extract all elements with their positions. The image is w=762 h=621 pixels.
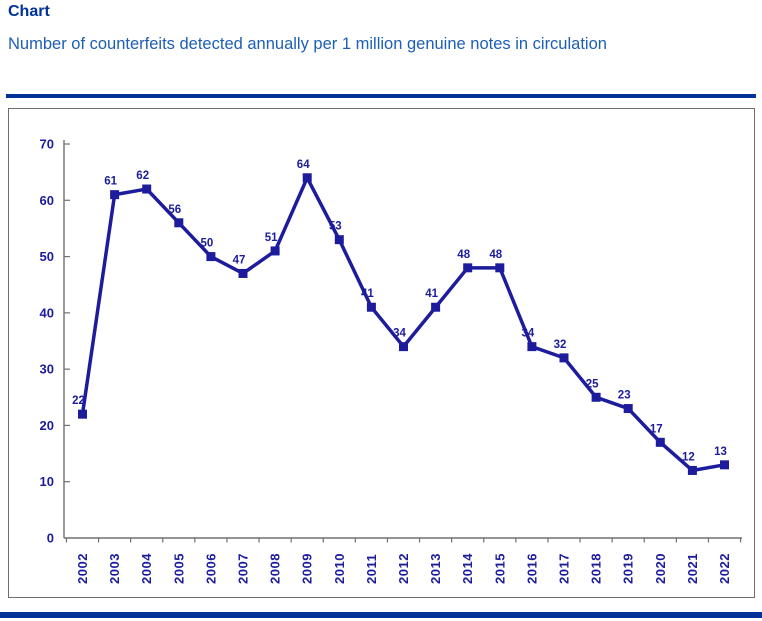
data-label-2007: 47	[233, 254, 246, 266]
data-point-2003	[110, 190, 120, 200]
y-tick-label: 30	[40, 362, 54, 377]
x-tick-label: 2005	[171, 553, 186, 584]
x-tick-label: 2013	[428, 553, 443, 584]
data-point-2012	[399, 342, 408, 352]
data-label-2010: 53	[329, 221, 342, 233]
page-title: Chart	[8, 3, 50, 20]
page-subtitle: Number of counterfeits detected annually…	[8, 35, 607, 53]
data-point-2007	[238, 268, 248, 278]
data-label-2008: 51	[265, 232, 278, 244]
x-tick-label: 2002	[75, 553, 90, 584]
data-point-2018	[591, 392, 601, 402]
data-label-2017: 32	[554, 339, 567, 351]
y-tick-label: 70	[40, 137, 54, 152]
data-label-2020: 17	[650, 423, 663, 435]
y-tick-label: 20	[40, 418, 54, 433]
data-label-2018: 25	[586, 378, 599, 390]
data-point-2021	[687, 465, 697, 475]
x-tick-label: 2021	[685, 553, 700, 584]
x-tick-label: 2010	[332, 553, 347, 584]
x-tick-label: 2003	[107, 553, 122, 584]
data-point-2022	[720, 460, 729, 470]
data-point-2011	[366, 302, 376, 312]
data-label-2004: 62	[136, 170, 149, 182]
x-tick-label: 2022	[717, 553, 732, 584]
data-point-2010	[334, 235, 344, 245]
data-point-2009	[302, 173, 312, 183]
data-label-2013: 41	[425, 288, 438, 300]
data-label-2016: 34	[522, 328, 535, 340]
chart-frame: 0 10 20 30 40 50 60 70 2002 2003 2004 2005 2006 2007 2…	[8, 108, 755, 598]
data-point-2002	[78, 409, 87, 419]
data-label-2019: 23	[618, 390, 631, 402]
data-label-2002: 22	[72, 395, 85, 407]
x-tick-label: 2012	[396, 553, 411, 584]
x-tick-label: 2014	[460, 553, 475, 584]
x-tick-label: 2006	[203, 553, 218, 584]
x-tick-label: 2004	[139, 553, 154, 584]
data-point-2016	[527, 342, 537, 352]
data-label-2022: 13	[714, 446, 727, 458]
x-tick-label: 2020	[653, 553, 668, 584]
data-label-2012: 34	[393, 328, 406, 340]
y-tick-label: 0	[47, 531, 54, 546]
y-tick-label: 40	[40, 305, 54, 320]
data-label-2005: 56	[168, 204, 181, 216]
data-point-2015	[495, 263, 505, 273]
y-tick-label: 50	[40, 249, 54, 264]
data-label-2021: 12	[682, 451, 695, 463]
counterfeits-line-chart: 0 10 20 30 40 50 60 70 2002 2003 2004 2005 2006 2007 2…	[40, 137, 742, 584]
data-point-2008	[270, 246, 280, 256]
data-label-2011: 41	[361, 288, 374, 300]
data-point-2020	[655, 437, 665, 447]
x-tick-label: 2018	[589, 553, 604, 584]
data-label-2015: 48	[489, 249, 502, 261]
data-label-2009: 64	[297, 159, 310, 171]
x-tick-label: 2009	[300, 553, 315, 584]
data-point-2004	[142, 184, 152, 194]
data-label-2014: 48	[457, 249, 470, 261]
x-tick-label: 2008	[268, 553, 283, 584]
data-point-2006	[206, 252, 216, 262]
y-tick-label: 10	[40, 474, 54, 489]
y-tick-label: 60	[40, 193, 54, 208]
x-tick-label: 2017	[557, 553, 572, 584]
data-point-2005	[174, 218, 184, 228]
x-tick-label: 2016	[524, 553, 539, 584]
title-separator-rule	[6, 94, 756, 98]
data-point-2019	[623, 404, 633, 414]
data-point-2014	[463, 263, 473, 273]
x-tick-label: 2015	[492, 553, 507, 584]
x-tick-label: 2007	[236, 553, 251, 584]
x-tick-label: 2011	[364, 554, 379, 584]
data-label-2003: 61	[104, 176, 117, 188]
x-tick-label: 2019	[621, 553, 636, 584]
data-label-2006: 50	[201, 238, 214, 250]
footer-rule	[0, 612, 762, 618]
data-point-2017	[559, 353, 569, 363]
data-point-2013	[431, 302, 441, 312]
